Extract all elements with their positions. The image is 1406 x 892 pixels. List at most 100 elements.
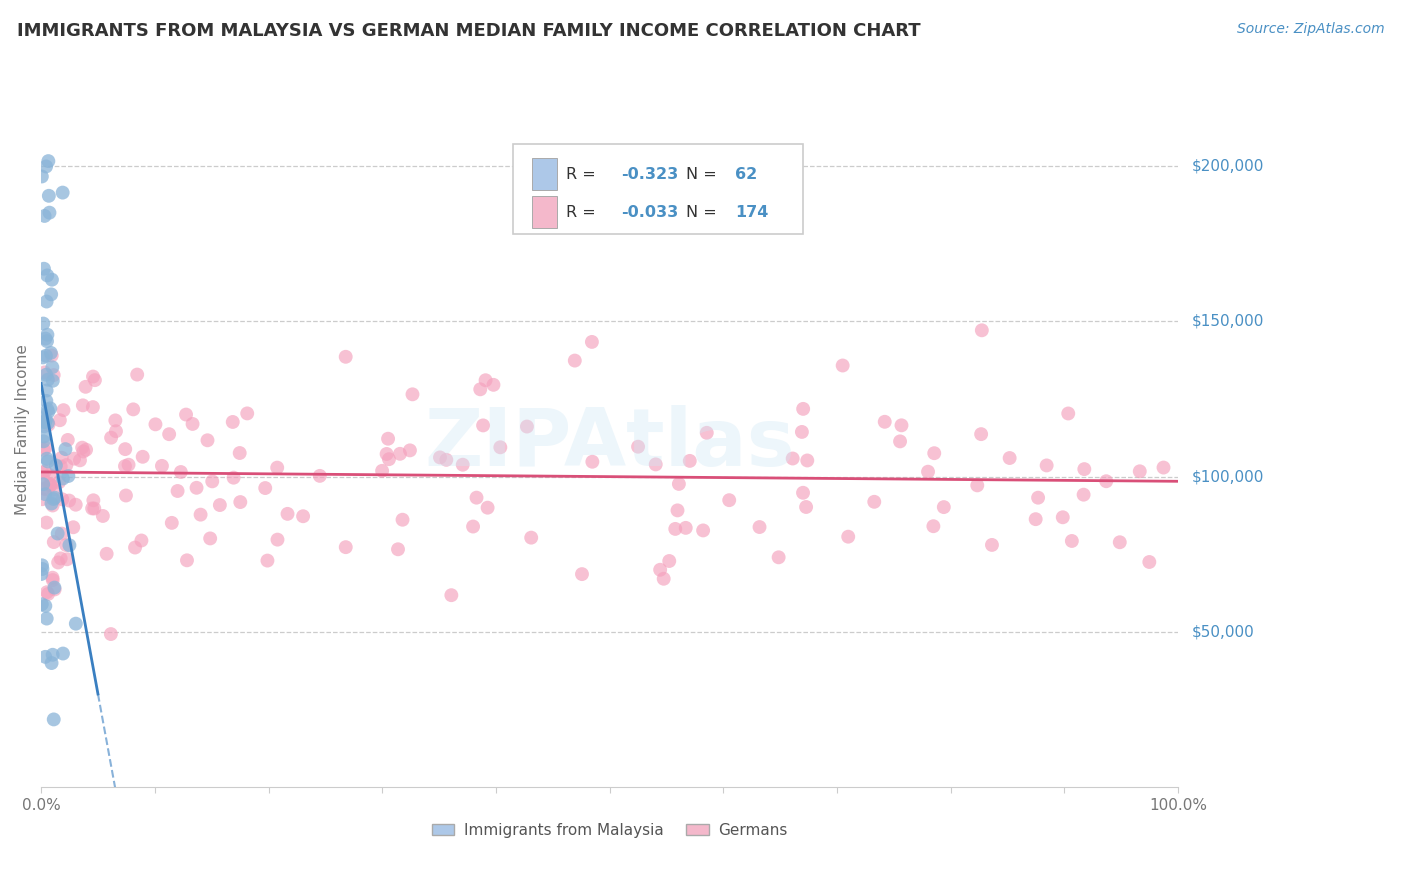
Point (55, 538, 77, 552)
Text: R =: R = (567, 204, 602, 219)
Point (70, 441, 93, 455)
Point (58, 538, 80, 552)
Point (664, 522, 686, 536)
Point (42, 535, 65, 549)
Point (82, 501, 104, 516)
Point (35, 160, 58, 174)
FancyBboxPatch shape (533, 196, 557, 228)
Point (34, 441, 56, 455)
Point (42, 368, 65, 382)
Point (44, 581, 66, 595)
Point (922, 446, 945, 460)
Point (170, 465, 193, 479)
Point (434, 452, 457, 467)
Point (1073, 462, 1095, 476)
Point (451, 458, 474, 472)
Point (115, 488, 138, 502)
Point (58, 493, 80, 508)
Text: $50,000: $50,000 (1192, 624, 1254, 640)
Point (668, 477, 690, 491)
Text: N =: N = (686, 167, 721, 182)
Point (69, 453, 91, 467)
Point (82, 493, 104, 508)
Point (375, 447, 398, 461)
Point (37, 268, 59, 283)
FancyBboxPatch shape (513, 145, 803, 234)
Point (34, 482, 56, 496)
Point (51, 450, 73, 465)
Point (399, 443, 422, 458)
Point (42, 374, 65, 388)
Point (718, 493, 741, 508)
Point (46, 526, 69, 541)
Point (917, 465, 939, 479)
Point (42, 573, 65, 587)
Point (35, 294, 58, 309)
Point (55, 442, 77, 457)
Point (516, 419, 538, 434)
Point (114, 442, 136, 457)
Point (388, 447, 411, 461)
Point (65, 616, 87, 631)
Point (198, 532, 221, 546)
Point (35, 413, 58, 427)
Point (166, 483, 188, 498)
Point (873, 415, 896, 429)
Point (236, 406, 259, 420)
Point (181, 417, 204, 431)
Point (37, 416, 59, 430)
Point (1108, 535, 1130, 549)
Point (34, 415, 56, 429)
Point (335, 350, 357, 364)
Point (41, 499, 63, 513)
Point (666, 503, 689, 517)
Point (41, 360, 63, 375)
Point (35, 368, 58, 382)
Point (35, 585, 58, 599)
Point (35, 516, 58, 530)
Point (65, 498, 87, 512)
Point (1073, 488, 1095, 502)
Point (56, 433, 79, 447)
Text: -0.033: -0.033 (621, 204, 678, 219)
Point (37, 587, 59, 601)
Point (31, 492, 53, 507)
Point (34, 487, 56, 501)
Point (51, 526, 73, 541)
Point (768, 550, 790, 565)
Point (461, 519, 484, 533)
Point (222, 471, 245, 485)
Text: Source: ZipAtlas.com: Source: ZipAtlas.com (1237, 22, 1385, 37)
Point (831, 359, 853, 373)
Point (378, 452, 401, 467)
Point (75, 380, 97, 394)
Point (266, 460, 288, 475)
Point (981, 538, 1004, 552)
Point (56, 552, 79, 566)
Point (63, 451, 86, 466)
Point (52, 403, 75, 417)
Point (34, 649, 56, 664)
Point (571, 567, 593, 582)
Point (38, 189, 60, 203)
Point (35, 393, 58, 408)
Point (658, 554, 681, 568)
Point (650, 563, 672, 577)
Point (82, 400, 104, 414)
Point (127, 368, 149, 382)
Point (41, 273, 63, 287)
Point (371, 464, 394, 478)
Point (276, 507, 298, 521)
Point (440, 588, 463, 602)
Point (46, 556, 69, 570)
Point (401, 387, 423, 401)
Point (35, 349, 58, 363)
Point (627, 440, 650, 454)
Point (266, 533, 288, 547)
Point (292, 509, 315, 524)
Point (308, 468, 330, 483)
Point (42, 491, 65, 506)
Point (482, 377, 505, 392)
Point (122, 402, 145, 417)
Point (45, 458, 67, 473)
